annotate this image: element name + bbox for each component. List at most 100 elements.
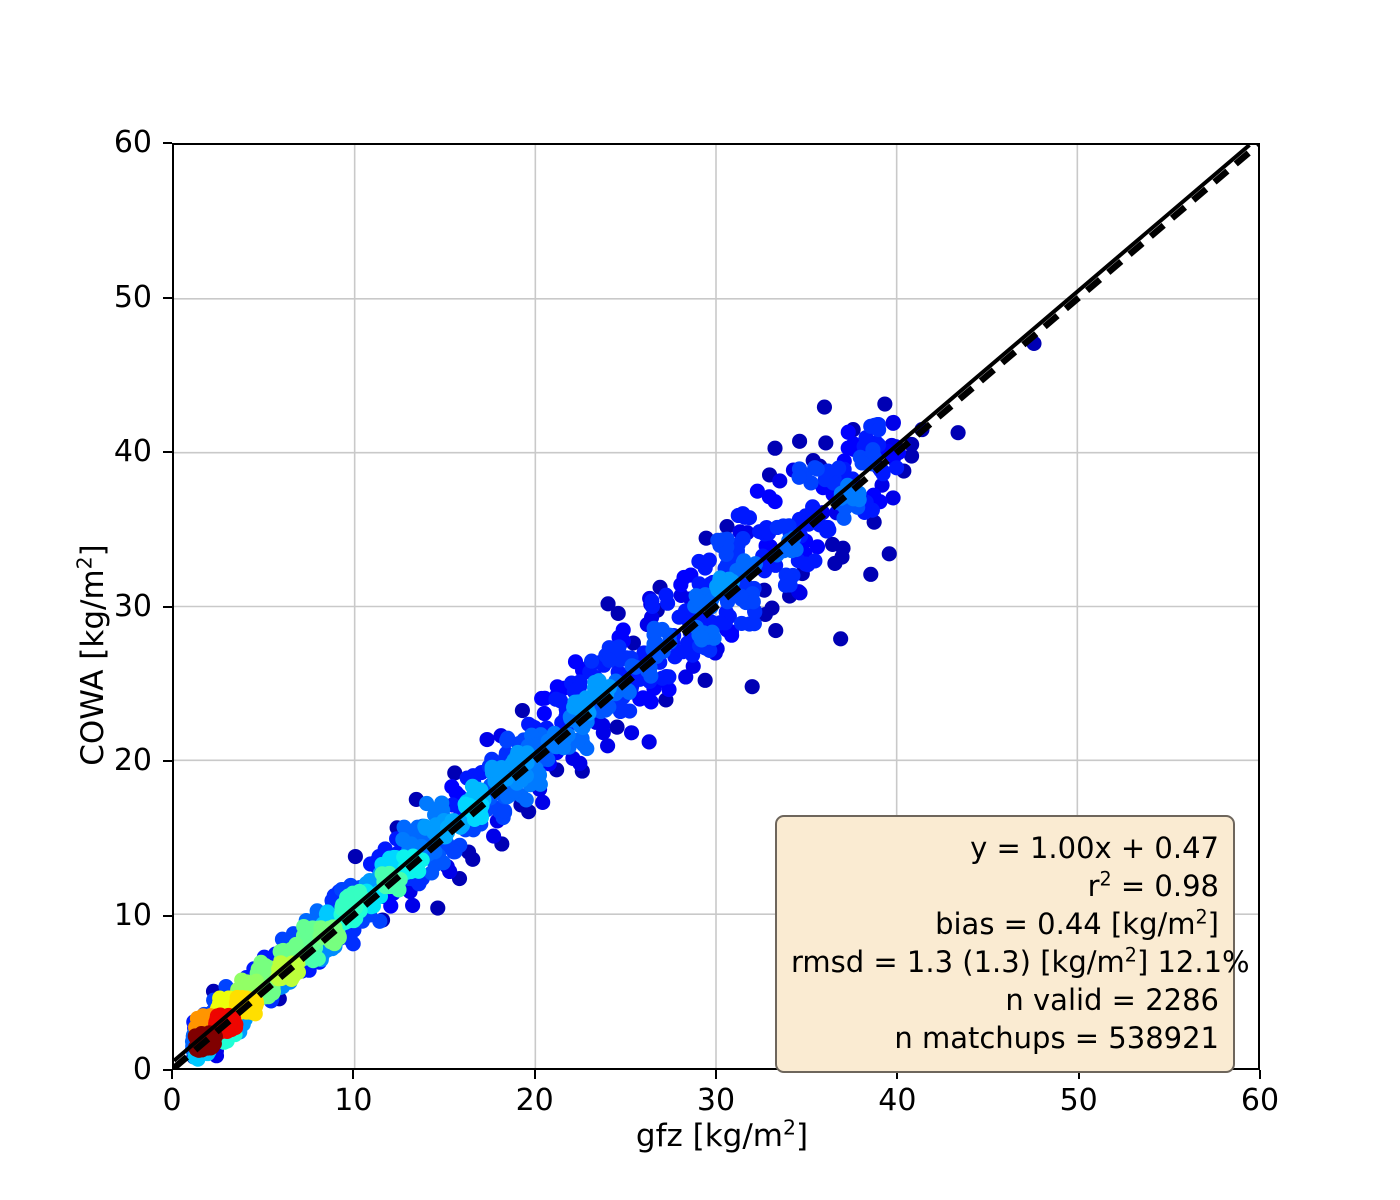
y-tick — [163, 760, 172, 762]
scatter-point — [345, 936, 361, 952]
x-tick-label: 30 — [696, 1083, 736, 1118]
scatter-point — [710, 532, 726, 548]
scatter-point — [572, 679, 588, 695]
scatter-point — [874, 477, 890, 493]
scatter-point — [584, 653, 600, 669]
x-tick-label: 60 — [1240, 1083, 1280, 1118]
scatter-point — [447, 765, 463, 781]
scatter-point — [678, 669, 694, 685]
scatter-point — [698, 530, 714, 546]
scatter-point — [807, 553, 823, 569]
scatter-point — [535, 794, 551, 810]
scatter-point — [950, 425, 966, 441]
scatter-point — [479, 731, 495, 748]
scatter-point — [903, 448, 920, 464]
y-tick — [163, 1069, 172, 1071]
scatter-point — [430, 900, 446, 916]
scatter-point — [694, 629, 710, 645]
x-tick — [1077, 1070, 1080, 1079]
stat-bias: bias = 0.44 [kg/m2] — [935, 905, 1219, 941]
x-tick — [533, 1070, 536, 1079]
scatter-point — [791, 469, 807, 485]
stat-n-matchups: n matchups = 538921 — [894, 1021, 1219, 1055]
scatter-point — [609, 719, 625, 735]
y-tick-label: 50 — [113, 279, 152, 315]
scatter-point — [496, 803, 513, 819]
regression-line — [174, 145, 1251, 1063]
scatter-point — [833, 631, 849, 647]
scatter-point — [885, 490, 901, 506]
scatter-point — [792, 433, 808, 449]
x-tick — [1259, 1070, 1261, 1079]
scatter-point — [772, 473, 788, 489]
scatter-point — [805, 499, 821, 515]
scatter-point — [595, 717, 611, 733]
y-tick — [163, 296, 172, 299]
statistics-box: y = 1.00x + 0.47 r2 = 0.98 bias = 0.44 [… — [775, 815, 1250, 1073]
scatter-point — [405, 897, 421, 913]
scatter-point — [809, 461, 825, 477]
y-tick-label: 20 — [113, 743, 152, 778]
y-tick-label: 0 — [132, 1052, 152, 1087]
scatter-point — [347, 848, 363, 865]
scatter-point — [836, 510, 852, 526]
scatter-point — [767, 440, 783, 456]
scatter-point — [532, 776, 548, 792]
scatter-point — [877, 396, 893, 412]
scatter-point — [697, 672, 713, 688]
scatter-point — [622, 703, 638, 719]
scatter-point — [661, 682, 677, 698]
x-tick-label: 50 — [1059, 1083, 1098, 1118]
plot-area — [172, 143, 1260, 1070]
x-tick-label: 20 — [515, 1083, 554, 1118]
scatter-point — [745, 594, 761, 610]
scatter-point — [521, 804, 537, 820]
scatter-point — [845, 491, 861, 507]
scatter-point — [671, 609, 687, 625]
scatter-point — [256, 960, 272, 977]
x-tick-label: 40 — [878, 1083, 917, 1118]
scatter-point — [784, 543, 800, 559]
scatter-point — [840, 424, 856, 440]
scatter-point — [601, 652, 617, 668]
scatter-point — [764, 600, 780, 616]
x-tick — [171, 1070, 173, 1079]
scatter-point — [514, 702, 530, 719]
scatter-point — [600, 738, 616, 754]
scatter-point — [465, 851, 481, 867]
stat-n-valid: n valid = 2286 — [1005, 983, 1219, 1017]
scatter-point — [518, 792, 534, 808]
scatter-point — [881, 546, 897, 562]
scatter-point — [660, 595, 676, 611]
scatter-point — [768, 623, 784, 639]
y-tick — [163, 605, 172, 608]
scatter-point — [549, 679, 565, 695]
x-tick-label: 0 — [162, 1083, 182, 1118]
scatter-point — [499, 733, 515, 749]
scatter-point — [464, 778, 481, 794]
y-tick-label: 60 — [113, 125, 152, 160]
scatter-point — [889, 460, 905, 476]
scatter-point — [593, 703, 609, 720]
scatter-point — [647, 623, 663, 639]
scatter-point — [769, 519, 785, 536]
scatter-point — [621, 684, 637, 700]
scatter-point — [675, 644, 691, 660]
reference-lines — [174, 145, 1258, 1068]
scatter-point — [761, 489, 777, 505]
scatter-point — [701, 552, 717, 568]
scatter-point — [719, 594, 736, 610]
scatter-point — [737, 509, 753, 525]
scatter-point — [658, 668, 674, 685]
scatter-point — [623, 725, 640, 741]
scatter-point — [641, 734, 657, 750]
scatter-point — [835, 540, 851, 556]
scatter-point — [863, 566, 879, 582]
x-axis-title: gfz [kg/m2] — [635, 1115, 809, 1154]
stat-equation: y = 1.00x + 0.47 — [970, 831, 1219, 865]
scatter-point — [782, 577, 798, 593]
y-tick-label: 40 — [113, 434, 152, 469]
stat-r2: r2 = 0.98 — [1087, 867, 1219, 903]
scatter-point — [448, 785, 464, 801]
scatter-point — [610, 605, 626, 621]
